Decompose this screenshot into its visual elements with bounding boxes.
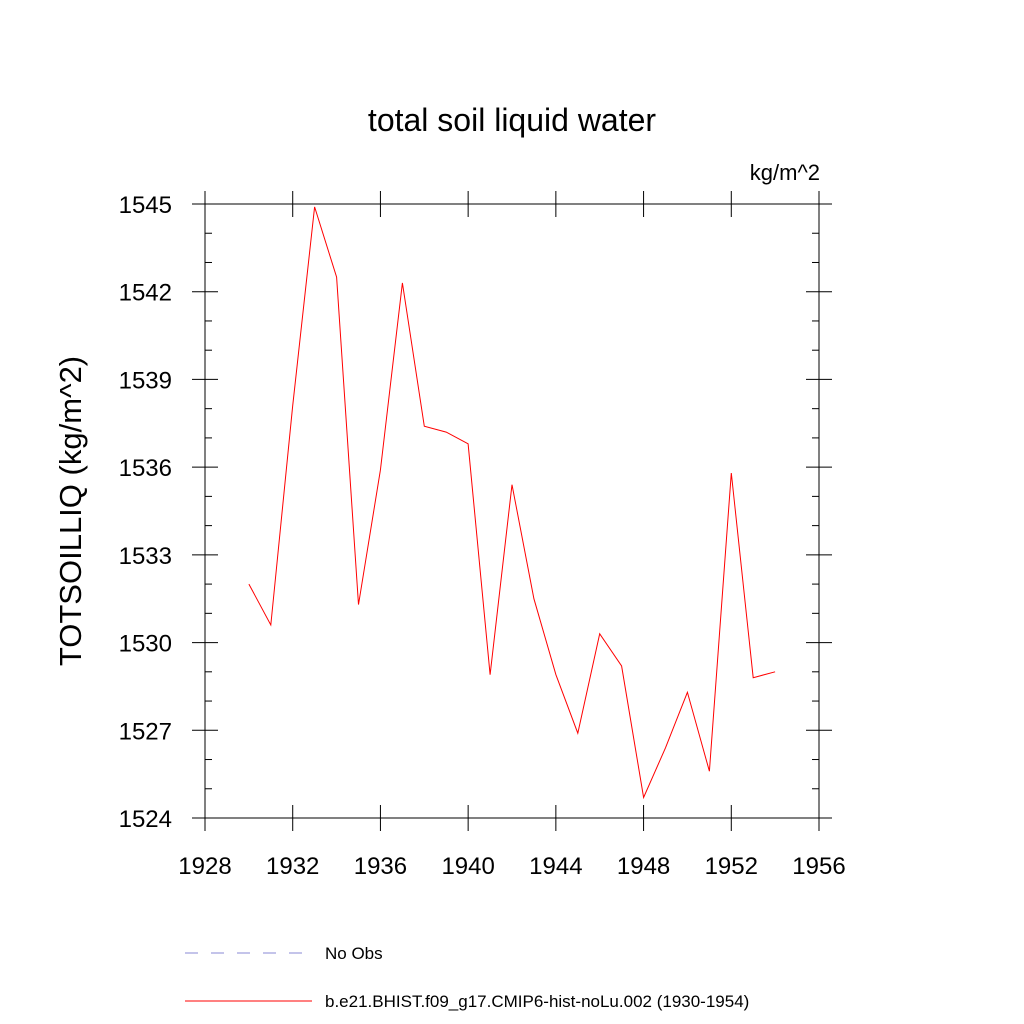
x-tick-label: 1956	[792, 853, 845, 880]
x-tick-label: 1940	[441, 853, 494, 880]
x-tick-label: 1928	[178, 853, 231, 880]
x-tick-label: 1948	[617, 853, 670, 880]
y-tick-label: 1524	[119, 806, 172, 833]
legend: No Obs b.e21.BHIST.f09_g17.CMIP6-hist-noL…	[185, 944, 749, 1011]
axis-ticks	[192, 191, 832, 831]
y-tick-label: 1542	[119, 280, 172, 307]
legend-label-0: No Obs	[325, 944, 383, 963]
y-axis-label: TOTSOILLIQ (kg/m^2)	[53, 356, 88, 666]
legend-label-1: b.e21.BHIST.f09_g17.CMIP6-hist-noLu.002 …	[325, 992, 749, 1011]
chart-title: total soil liquid water	[368, 102, 656, 138]
series-line-0	[248, 206, 776, 800]
plot-frame	[204, 203, 820, 819]
y-tick-label: 1527	[119, 718, 172, 745]
y-tick-label: 1533	[119, 543, 172, 570]
series-lines	[248, 206, 776, 800]
tick-labels: 1524 1527 1530 1533 1536 1539 1542 1545 1928 1932…	[119, 192, 846, 880]
y-tick-label: 1539	[119, 367, 172, 394]
y-tick-label: 1545	[119, 192, 172, 219]
x-tick-label: 1932	[266, 853, 319, 880]
x-tick-label: 1944	[529, 853, 582, 880]
x-tick-label: 1936	[354, 853, 407, 880]
y-tick-label: 1536	[119, 455, 172, 482]
x-tick-label: 1952	[705, 853, 758, 880]
units-label: kg/m^2	[750, 160, 820, 185]
y-tick-label: 1530	[119, 631, 172, 658]
